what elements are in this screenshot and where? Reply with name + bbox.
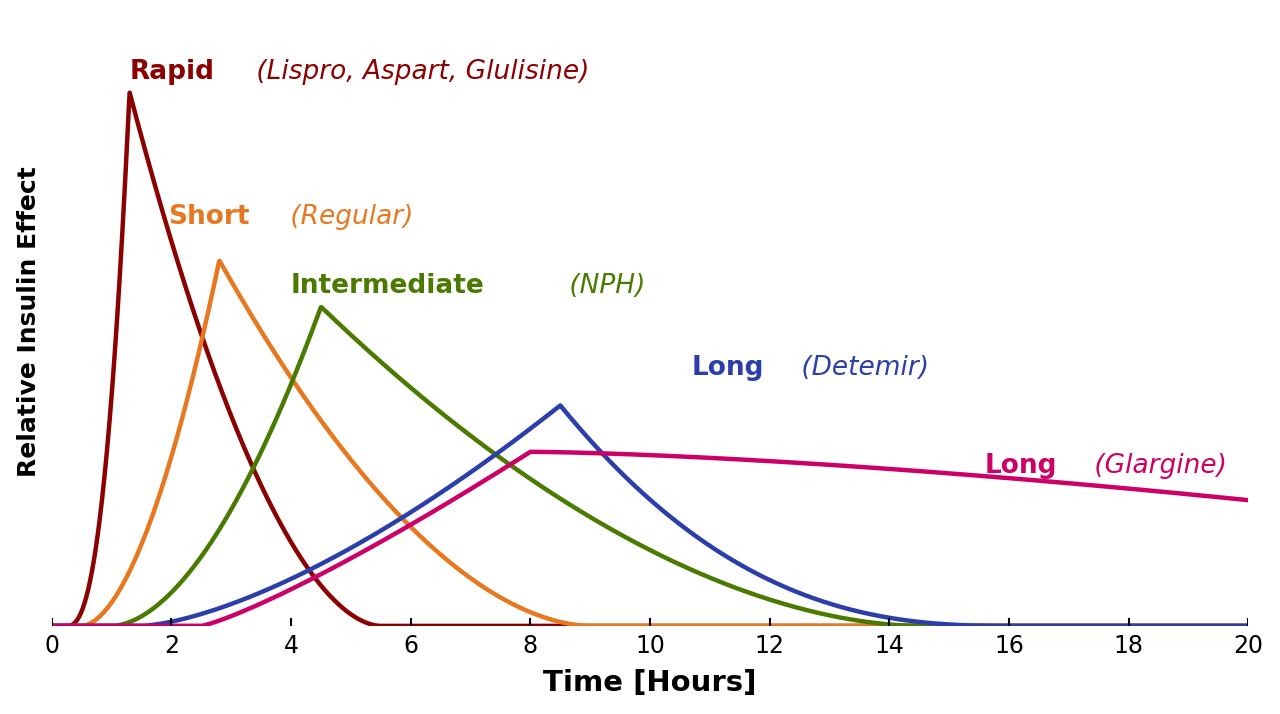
Text: (Regular): (Regular) [282, 203, 413, 230]
Text: Rapid: Rapid [129, 59, 215, 85]
Text: (NPH): (NPH) [561, 273, 645, 299]
Text: Intermediate: Intermediate [291, 273, 485, 299]
Text: Short: Short [169, 203, 250, 230]
Text: (Detemir): (Detemir) [792, 355, 929, 381]
Text: (Lispro, Aspart, Glulisine): (Lispro, Aspart, Glulisine) [248, 59, 589, 85]
Y-axis label: Relative Insulin Effect: Relative Insulin Effect [17, 166, 41, 477]
Text: Long: Long [986, 453, 1057, 479]
X-axis label: Time [Hours]: Time [Hours] [543, 669, 756, 698]
Text: Long: Long [692, 355, 764, 381]
Text: (Glargine): (Glargine) [1087, 453, 1228, 479]
